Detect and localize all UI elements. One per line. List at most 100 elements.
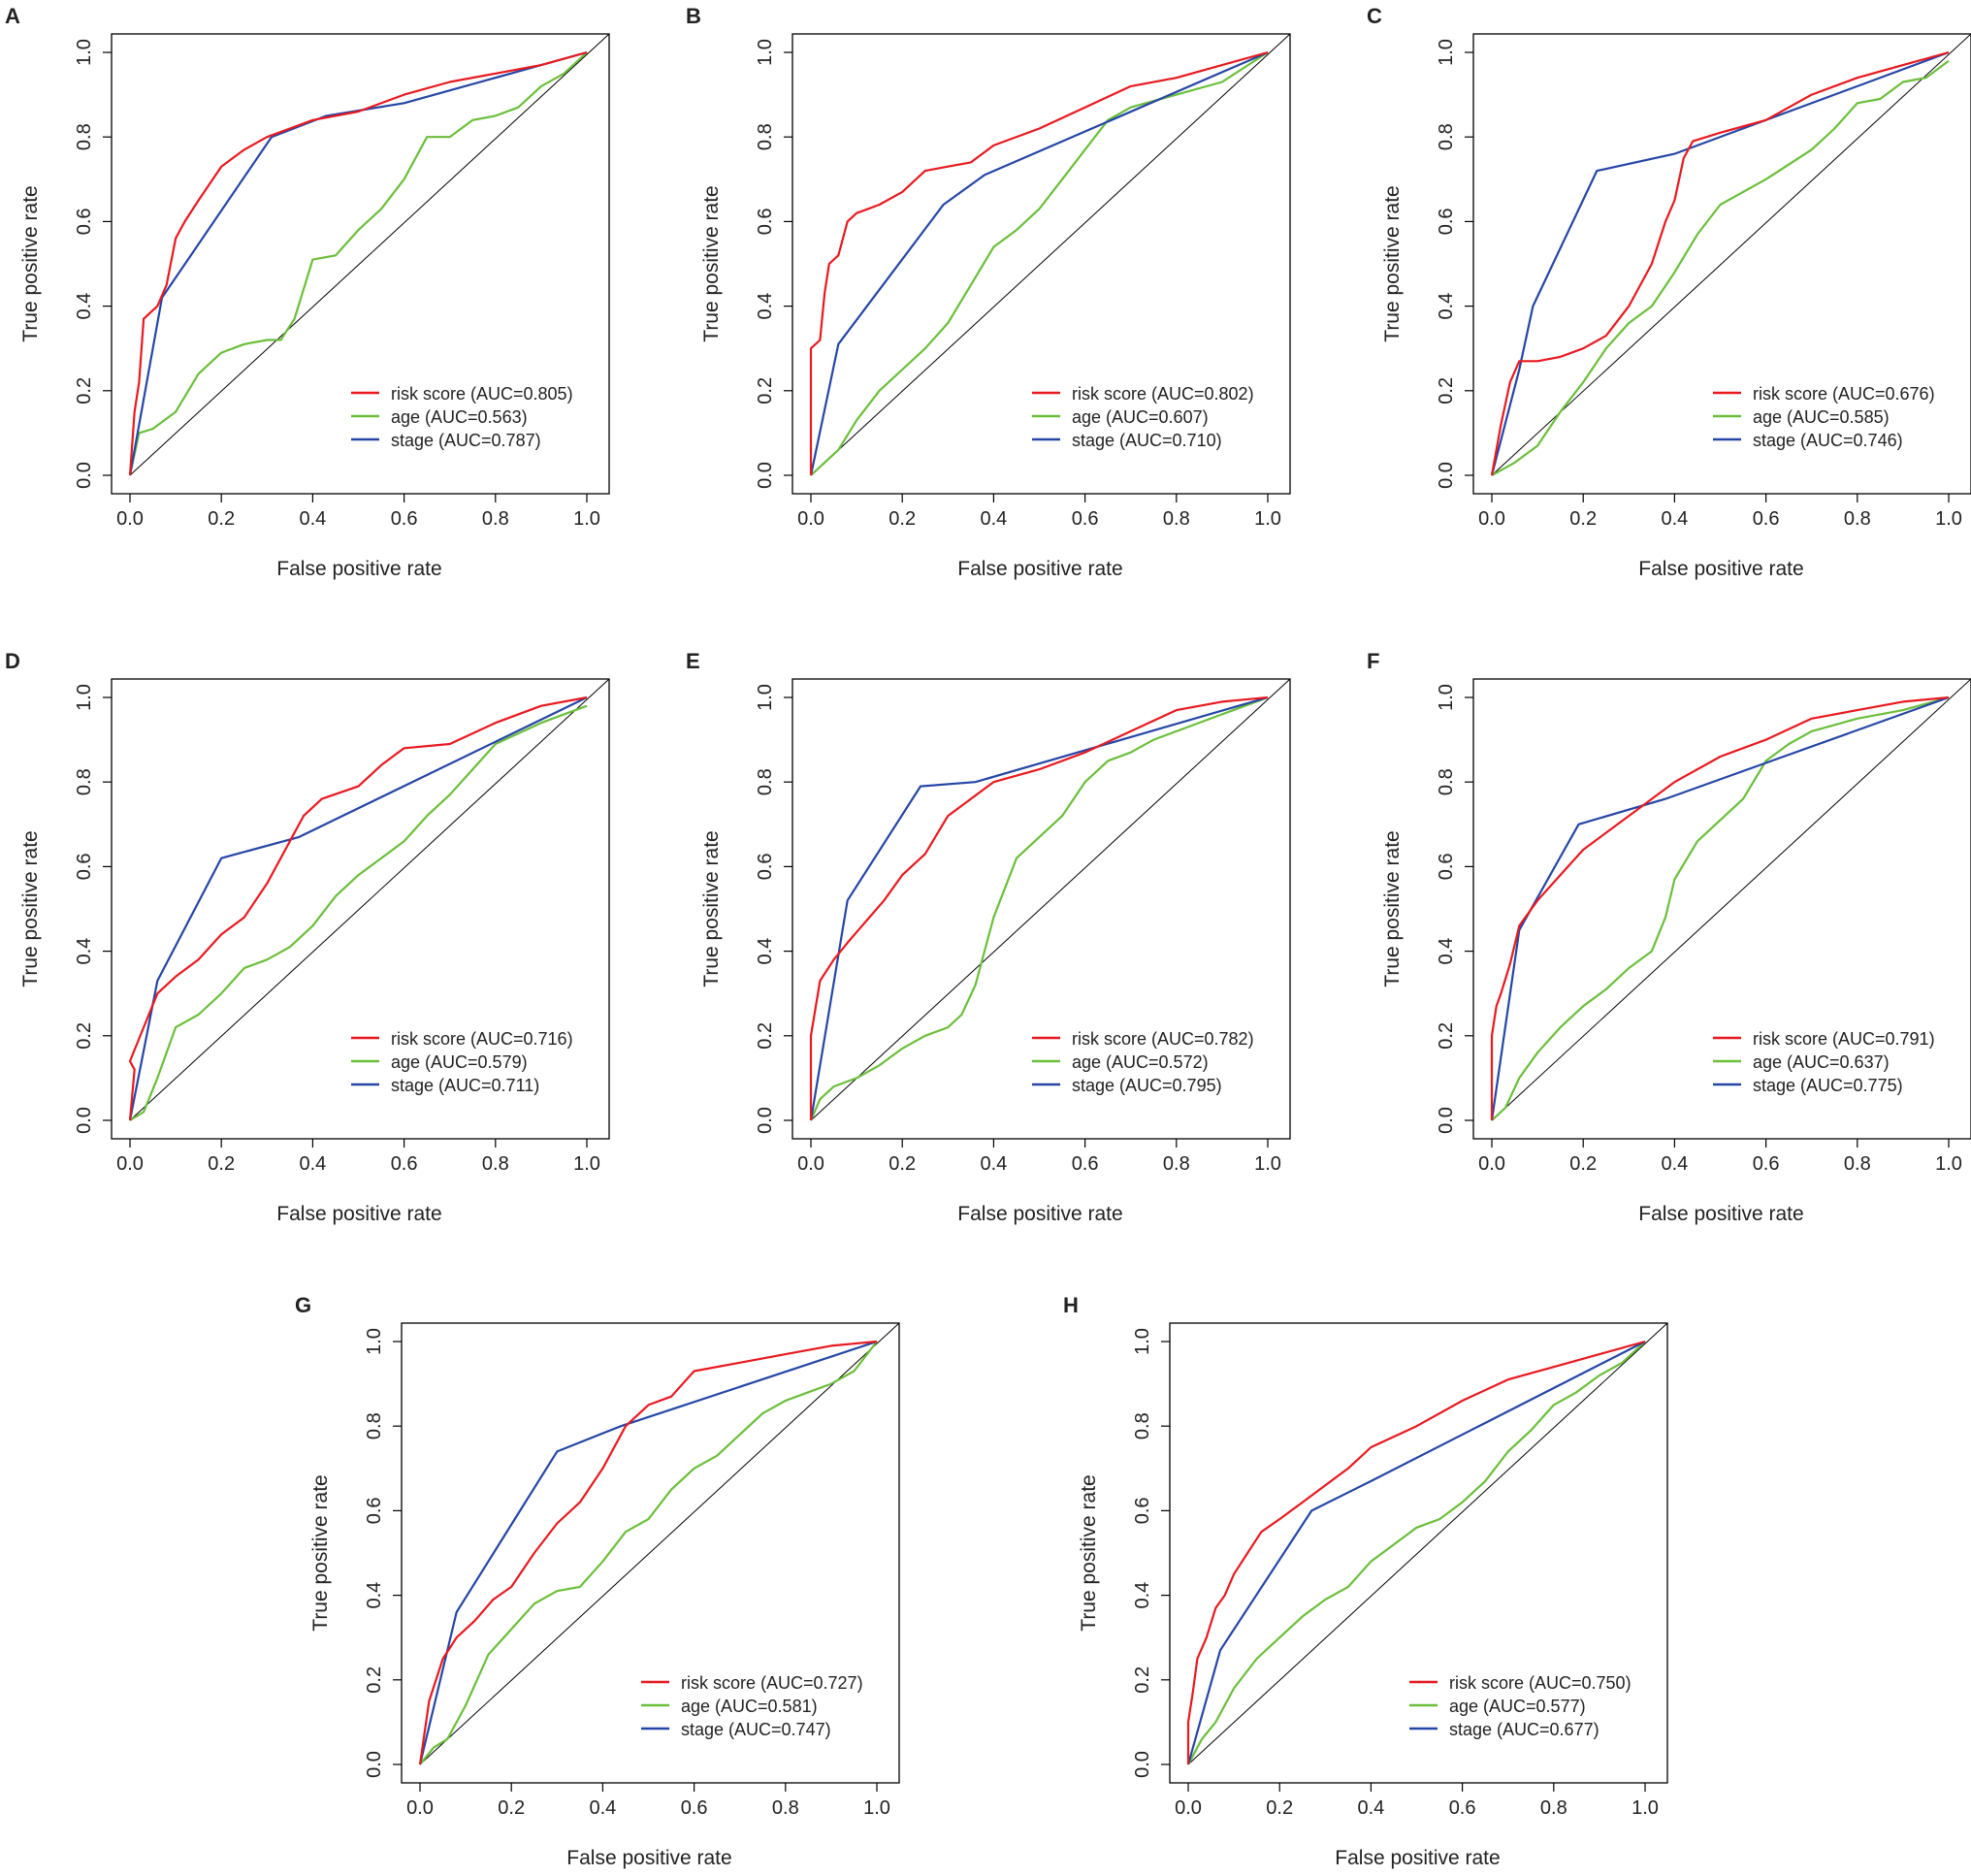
panel-label: C [1367,4,1382,28]
plot-frame [1472,678,1971,1140]
y-tick-label: 0.0 [755,462,776,489]
panel-label: E [686,649,700,673]
plot-frame [1169,1322,1668,1784]
y-tick-label: 0.6 [1132,1497,1153,1524]
legend-label: age (AUC=0.563) [391,407,528,427]
x-tick-label: 0.6 [1449,1797,1476,1819]
x-tick-label: 0.8 [482,508,509,530]
y-tick-label: 0.8 [1132,1412,1153,1439]
y-tick-label: 0.6 [364,1497,385,1524]
legend-label: risk score (AUC=0.802) [1072,384,1254,404]
x-tick-label: 0.4 [299,1153,326,1175]
x-tick-label: 0.8 [772,1797,799,1819]
x-axis-title: False positive rate [957,1203,1122,1225]
roc-panel-a: A 0.0 0.0 0.2 0.2 0.4 0.4 0.6 0.6 0.8 0.8 1.0 1.0 Fal… [5,4,610,580]
y-tick-label: 0.6 [1436,853,1457,880]
x-tick-label: 0.0 [116,508,144,530]
y-tick-label: 0.2 [755,1022,776,1050]
x-tick-label: 0.2 [1569,508,1597,530]
y-tick-label: 0.2 [74,1022,95,1050]
y-tick-label: 0.6 [755,208,776,235]
panel-label: F [1367,649,1379,673]
x-tick-label: 0.4 [1661,508,1688,530]
legend-label: stage (AUC=0.795) [1072,1076,1222,1095]
x-tick-label: 0.6 [1072,1153,1099,1175]
x-tick-label: 0.8 [1844,1153,1871,1175]
x-tick-label: 1.0 [1254,1153,1281,1175]
panel-label: G [295,1293,311,1317]
y-axis-title: True positive rate [700,830,723,987]
y-tick-label: 0.2 [1436,377,1457,404]
legend: risk score (AUC=0.750) age (AUC=0.577) sta… [1409,1673,1632,1739]
y-tick-label: 0.4 [1436,293,1457,320]
y-tick-label: 0.8 [755,768,776,795]
y-tick-label: 0.6 [1436,208,1457,235]
diagonal-reference-line [810,678,1291,1121]
roc-panel-d: D 0.0 0.0 0.2 0.2 0.4 0.4 0.6 0.6 0.8 0.8 1.0 1.0 Fal… [5,649,610,1225]
series-line-risk-score [1490,695,1950,1120]
x-tick-label: 0.4 [589,1797,616,1819]
legend-label: age (AUC=0.585) [1753,407,1890,427]
x-tick-label: 0.8 [482,1153,509,1175]
x-tick-label: 0.8 [1163,1153,1190,1175]
legend: risk score (AUC=0.782) age (AUC=0.572) sta… [1032,1029,1254,1095]
diagonal-reference-line [1187,1322,1668,1765]
series-line-risk-score [1186,1340,1646,1764]
series-line-stage [1490,695,1950,1121]
y-tick-label: 0.0 [364,1751,385,1778]
x-tick-label: 0.0 [406,1797,434,1819]
y-tick-label: 1.0 [364,1328,385,1355]
x-tick-label: 0.8 [1163,508,1190,530]
series-line-stage [128,696,588,1121]
x-tick-label: 0.4 [980,508,1007,530]
series-line-stage [809,50,1269,476]
x-axis-title: False positive rate [957,558,1122,580]
y-tick-label: 0.6 [755,853,776,880]
series-line-age [810,51,1269,476]
x-tick-label: 0.0 [1478,508,1505,530]
legend-label: age (AUC=0.577) [1449,1697,1586,1716]
legend: risk score (AUC=0.716) age (AUC=0.579) sta… [351,1029,573,1095]
y-tick-label: 0.0 [1436,1107,1457,1134]
panel-label: A [5,4,20,28]
series-line-age [129,704,588,1121]
roc-panel-c: C 0.0 0.0 0.2 0.2 0.4 0.4 0.6 0.6 0.8 0.8 1.0 1.0 Fal… [1367,4,1971,580]
legend: risk score (AUC=0.802) age (AUC=0.607) sta… [1032,384,1254,450]
x-tick-label: 0.6 [1753,1153,1780,1175]
y-tick-label: 1.0 [1436,39,1457,66]
y-axis-title: True positive rate [19,185,42,341]
legend-label: stage (AUC=0.775) [1753,1076,1903,1095]
x-tick-label: 0.2 [498,1797,525,1819]
x-tick-label: 0.8 [1844,508,1871,530]
series-line-risk-score [128,695,588,1121]
x-tick-label: 1.0 [1935,508,1962,530]
series-line-stage [128,50,588,476]
y-axis-title: True positive rate [1381,185,1404,341]
diagonal-reference-line [129,678,610,1121]
x-axis-title: False positive rate [276,558,441,580]
y-tick-label: 0.0 [1132,1751,1153,1778]
legend-label: risk score (AUC=0.805) [391,384,573,404]
x-tick-label: 0.4 [980,1153,1007,1175]
x-axis-title: False positive rate [1335,1847,1500,1869]
y-tick-label: 0.2 [364,1666,385,1694]
y-tick-label: 0.8 [1436,123,1457,150]
series-line-stage [809,695,1269,1121]
legend-label: risk score (AUC=0.727) [681,1673,863,1693]
y-tick-label: 0.6 [74,208,95,235]
series-line-age [1491,59,1950,476]
series-line-risk-score [1490,50,1950,476]
legend-label: stage (AUC=0.746) [1753,431,1903,450]
y-tick-label: 1.0 [74,39,95,66]
x-tick-label: 1.0 [573,508,600,530]
plot-frame [1472,33,1971,495]
panel-label: B [686,4,701,28]
series-line-risk-score [809,695,1269,1120]
diagonal-reference-line [129,33,610,476]
roc-panel-h: H 0.0 0.0 0.2 0.2 0.4 0.4 0.6 0.6 0.8 0.8 1.0 1.0 Fal… [1063,1293,1668,1869]
y-tick-label: 0.0 [1436,462,1457,489]
x-tick-label: 0.2 [1569,1153,1597,1175]
y-axis-title: True positive rate [309,1474,332,1631]
y-tick-label: 0.4 [755,938,776,965]
